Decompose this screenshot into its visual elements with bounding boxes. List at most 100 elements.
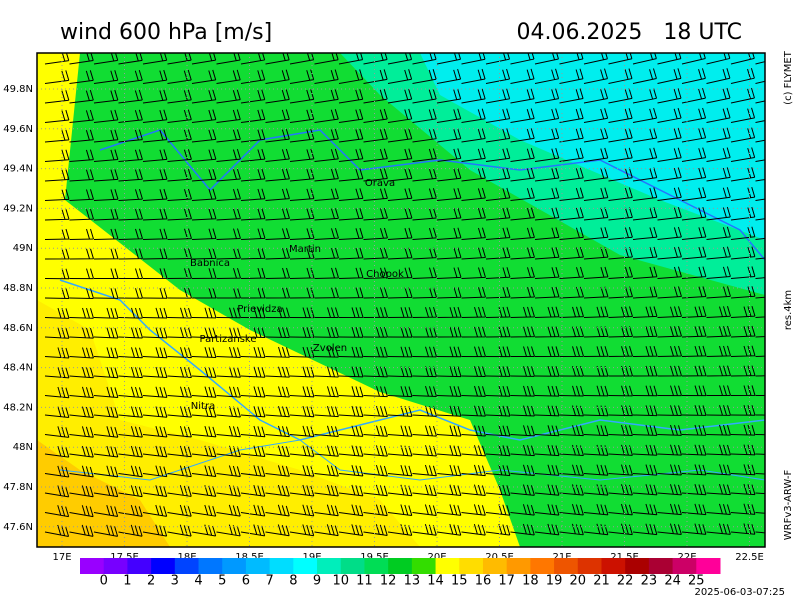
wind-barb xyxy=(608,346,633,357)
wind-barb xyxy=(534,227,560,240)
wind-barb xyxy=(510,326,535,338)
wind-barb xyxy=(289,53,315,65)
wind-barb xyxy=(216,465,241,477)
wind-barb xyxy=(657,365,682,377)
wind-barb xyxy=(142,288,168,299)
wind-barb xyxy=(436,366,462,378)
wind-barb xyxy=(69,149,94,162)
lon-label: 22.5E xyxy=(735,552,764,563)
wind-barb xyxy=(363,307,388,318)
wind-barb xyxy=(142,53,168,65)
wind-barb xyxy=(632,365,658,377)
wind-barb xyxy=(461,346,486,358)
colorbar-swatch xyxy=(601,558,626,574)
wind-barb xyxy=(265,208,290,221)
wind-barb xyxy=(338,89,364,104)
wind-barb xyxy=(338,386,364,398)
wind-barb xyxy=(142,149,168,162)
colorbar-label: 17 xyxy=(498,574,515,589)
lon-label: 18E xyxy=(177,552,196,563)
wind-barb xyxy=(314,346,339,358)
wind-barb xyxy=(240,148,266,162)
wind-barb xyxy=(412,445,437,457)
wind-barb xyxy=(265,148,290,162)
colorbar-swatch xyxy=(388,558,413,574)
wind-barb xyxy=(559,187,584,201)
wind-barb xyxy=(118,208,143,221)
wind-barb xyxy=(265,307,290,319)
wind-barb xyxy=(583,346,609,357)
wind-barb xyxy=(485,128,511,143)
wind-barb xyxy=(44,248,70,260)
wind-barb xyxy=(583,484,609,496)
lat-label: 49.2N xyxy=(3,203,33,214)
wind-barb xyxy=(412,108,437,123)
wind-barb xyxy=(510,108,535,123)
wind-barb xyxy=(118,129,143,143)
wind-barb xyxy=(681,365,707,377)
wind-barb xyxy=(338,445,364,457)
colorbar-swatch xyxy=(364,558,389,574)
wind-barb xyxy=(265,69,290,84)
wind-barb xyxy=(142,445,168,458)
colorbar-swatch xyxy=(80,558,105,574)
wind-barb xyxy=(706,68,731,84)
wind-barb xyxy=(363,386,388,398)
wind-barb xyxy=(755,178,765,182)
wind-barb xyxy=(534,385,560,397)
wind-barb xyxy=(681,147,707,162)
wind-barb xyxy=(608,523,633,536)
wind-barb xyxy=(289,267,315,279)
wind-barb xyxy=(167,129,192,143)
colorbar-swatch xyxy=(317,558,342,574)
wind-barb xyxy=(338,405,364,418)
wind-barb xyxy=(363,484,388,497)
wind-barb xyxy=(93,189,119,201)
wind-barb xyxy=(240,465,266,477)
wind-barb xyxy=(559,227,584,240)
wind-barb xyxy=(534,464,560,476)
wind-barb xyxy=(93,524,119,537)
wind-barb xyxy=(142,327,168,339)
wind-barb xyxy=(69,90,94,104)
wind-barb xyxy=(461,227,486,240)
lat-label: 48.8N xyxy=(3,283,33,294)
wind-barb xyxy=(289,128,315,143)
wind-barb xyxy=(412,524,437,536)
wind-barb xyxy=(632,187,658,201)
wind-barb xyxy=(387,207,413,221)
wind-barb xyxy=(755,257,765,260)
wind-barb xyxy=(191,465,217,478)
wind-barb xyxy=(44,445,70,458)
wind-barb xyxy=(363,465,388,477)
wind-barb xyxy=(240,228,266,240)
wind-barb xyxy=(363,287,388,299)
wind-barb xyxy=(240,406,266,418)
wind-barb xyxy=(755,237,765,240)
wind-barb xyxy=(632,88,658,104)
wind-barb xyxy=(314,386,339,398)
wind-barb xyxy=(44,465,70,478)
wind-barb xyxy=(510,148,535,162)
wind-barb xyxy=(583,246,609,260)
wind-barb xyxy=(363,405,388,417)
wind-barb xyxy=(706,167,731,182)
wind-barb xyxy=(485,523,511,536)
wind-barb xyxy=(387,425,413,437)
wind-barb xyxy=(706,147,731,162)
wind-barb xyxy=(363,267,388,279)
wind-barb xyxy=(559,484,584,496)
wind-barb xyxy=(755,139,765,143)
wind-barb xyxy=(240,346,266,358)
wind-barb xyxy=(657,306,682,318)
wind-barb xyxy=(461,168,486,182)
wind-barb xyxy=(583,147,609,162)
wind-barb xyxy=(142,504,168,517)
wind-barb xyxy=(706,246,731,260)
wind-barb xyxy=(657,167,682,182)
wind-barb xyxy=(118,386,143,398)
wind-barb xyxy=(265,346,290,358)
wind-barb xyxy=(118,268,143,279)
colorbar-swatch xyxy=(269,558,294,574)
